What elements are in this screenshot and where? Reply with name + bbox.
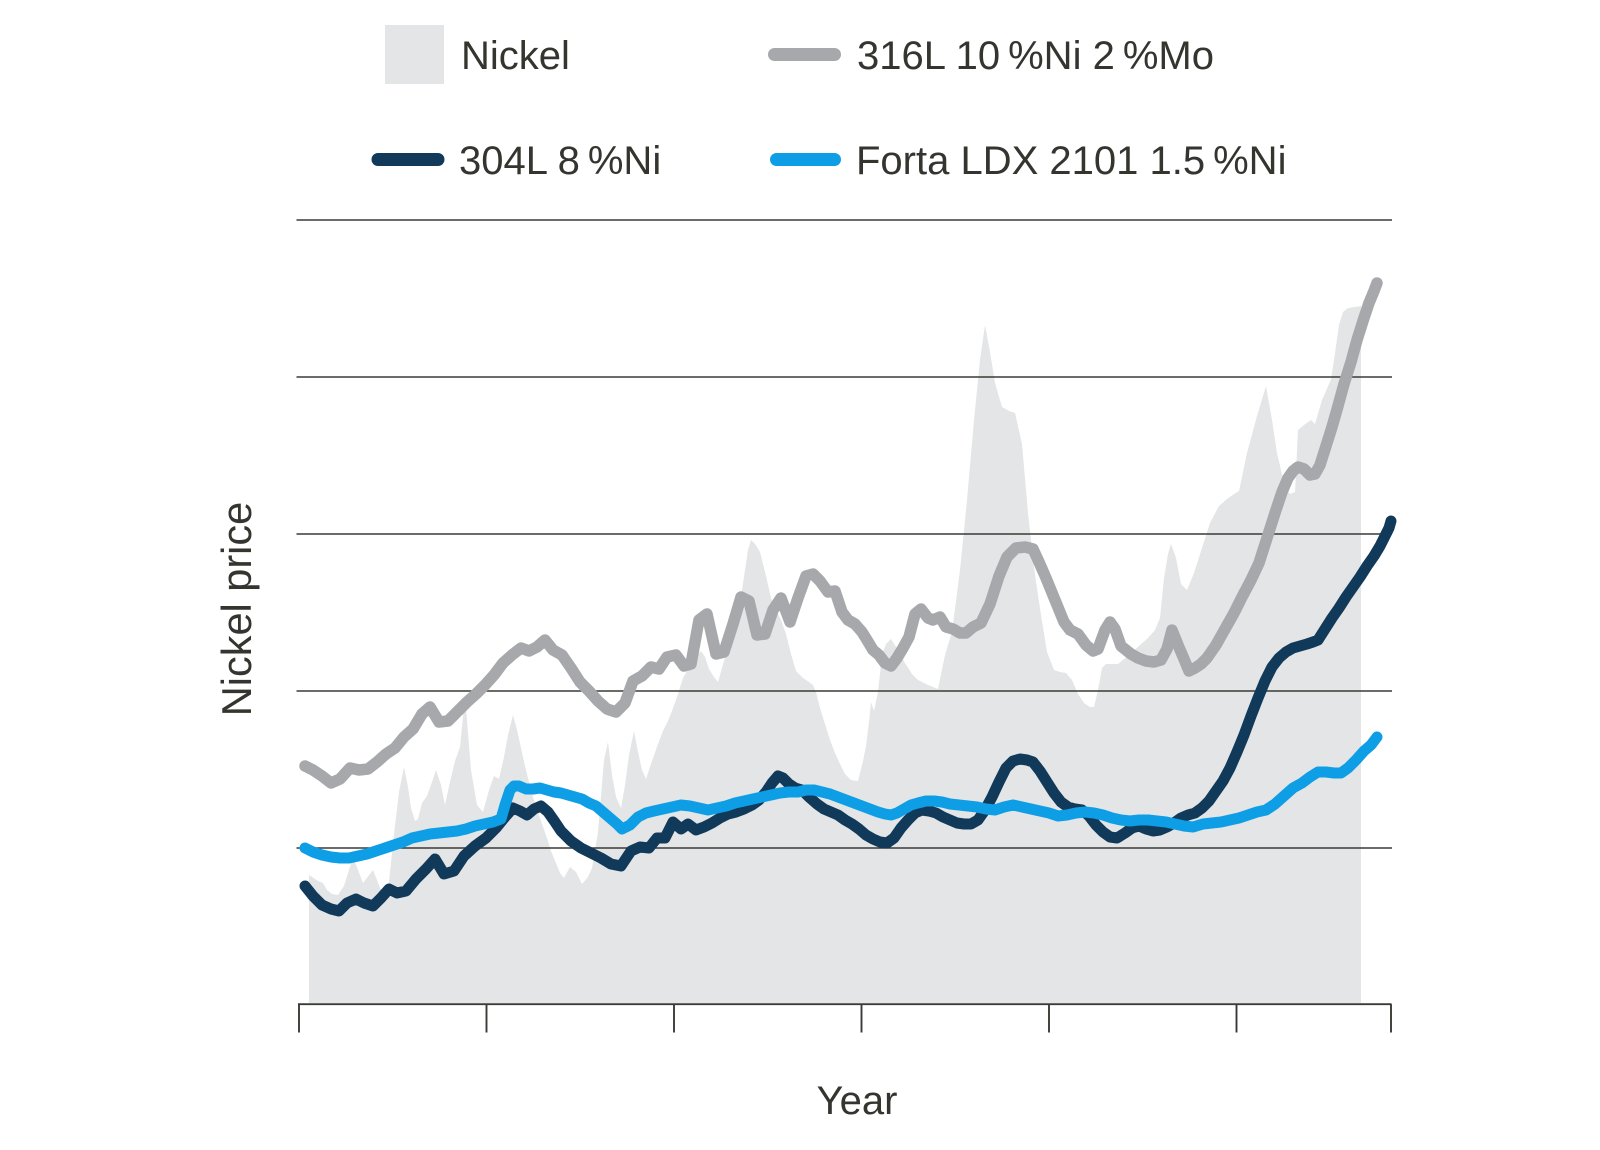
svg-text:Nickel price: Nickel price (213, 502, 260, 716)
svg-text:Year: Year (817, 1079, 898, 1123)
svg-text:Nickel: Nickel (461, 34, 570, 78)
svg-text:316L 10 %Ni 2 %Mo: 316L 10 %Ni 2 %Mo (857, 34, 1214, 78)
svg-text:304L 8 %Ni: 304L 8 %Ni (459, 139, 661, 183)
svg-text:Forta LDX 2101 1.5 %Ni: Forta LDX 2101 1.5 %Ni (856, 139, 1286, 183)
